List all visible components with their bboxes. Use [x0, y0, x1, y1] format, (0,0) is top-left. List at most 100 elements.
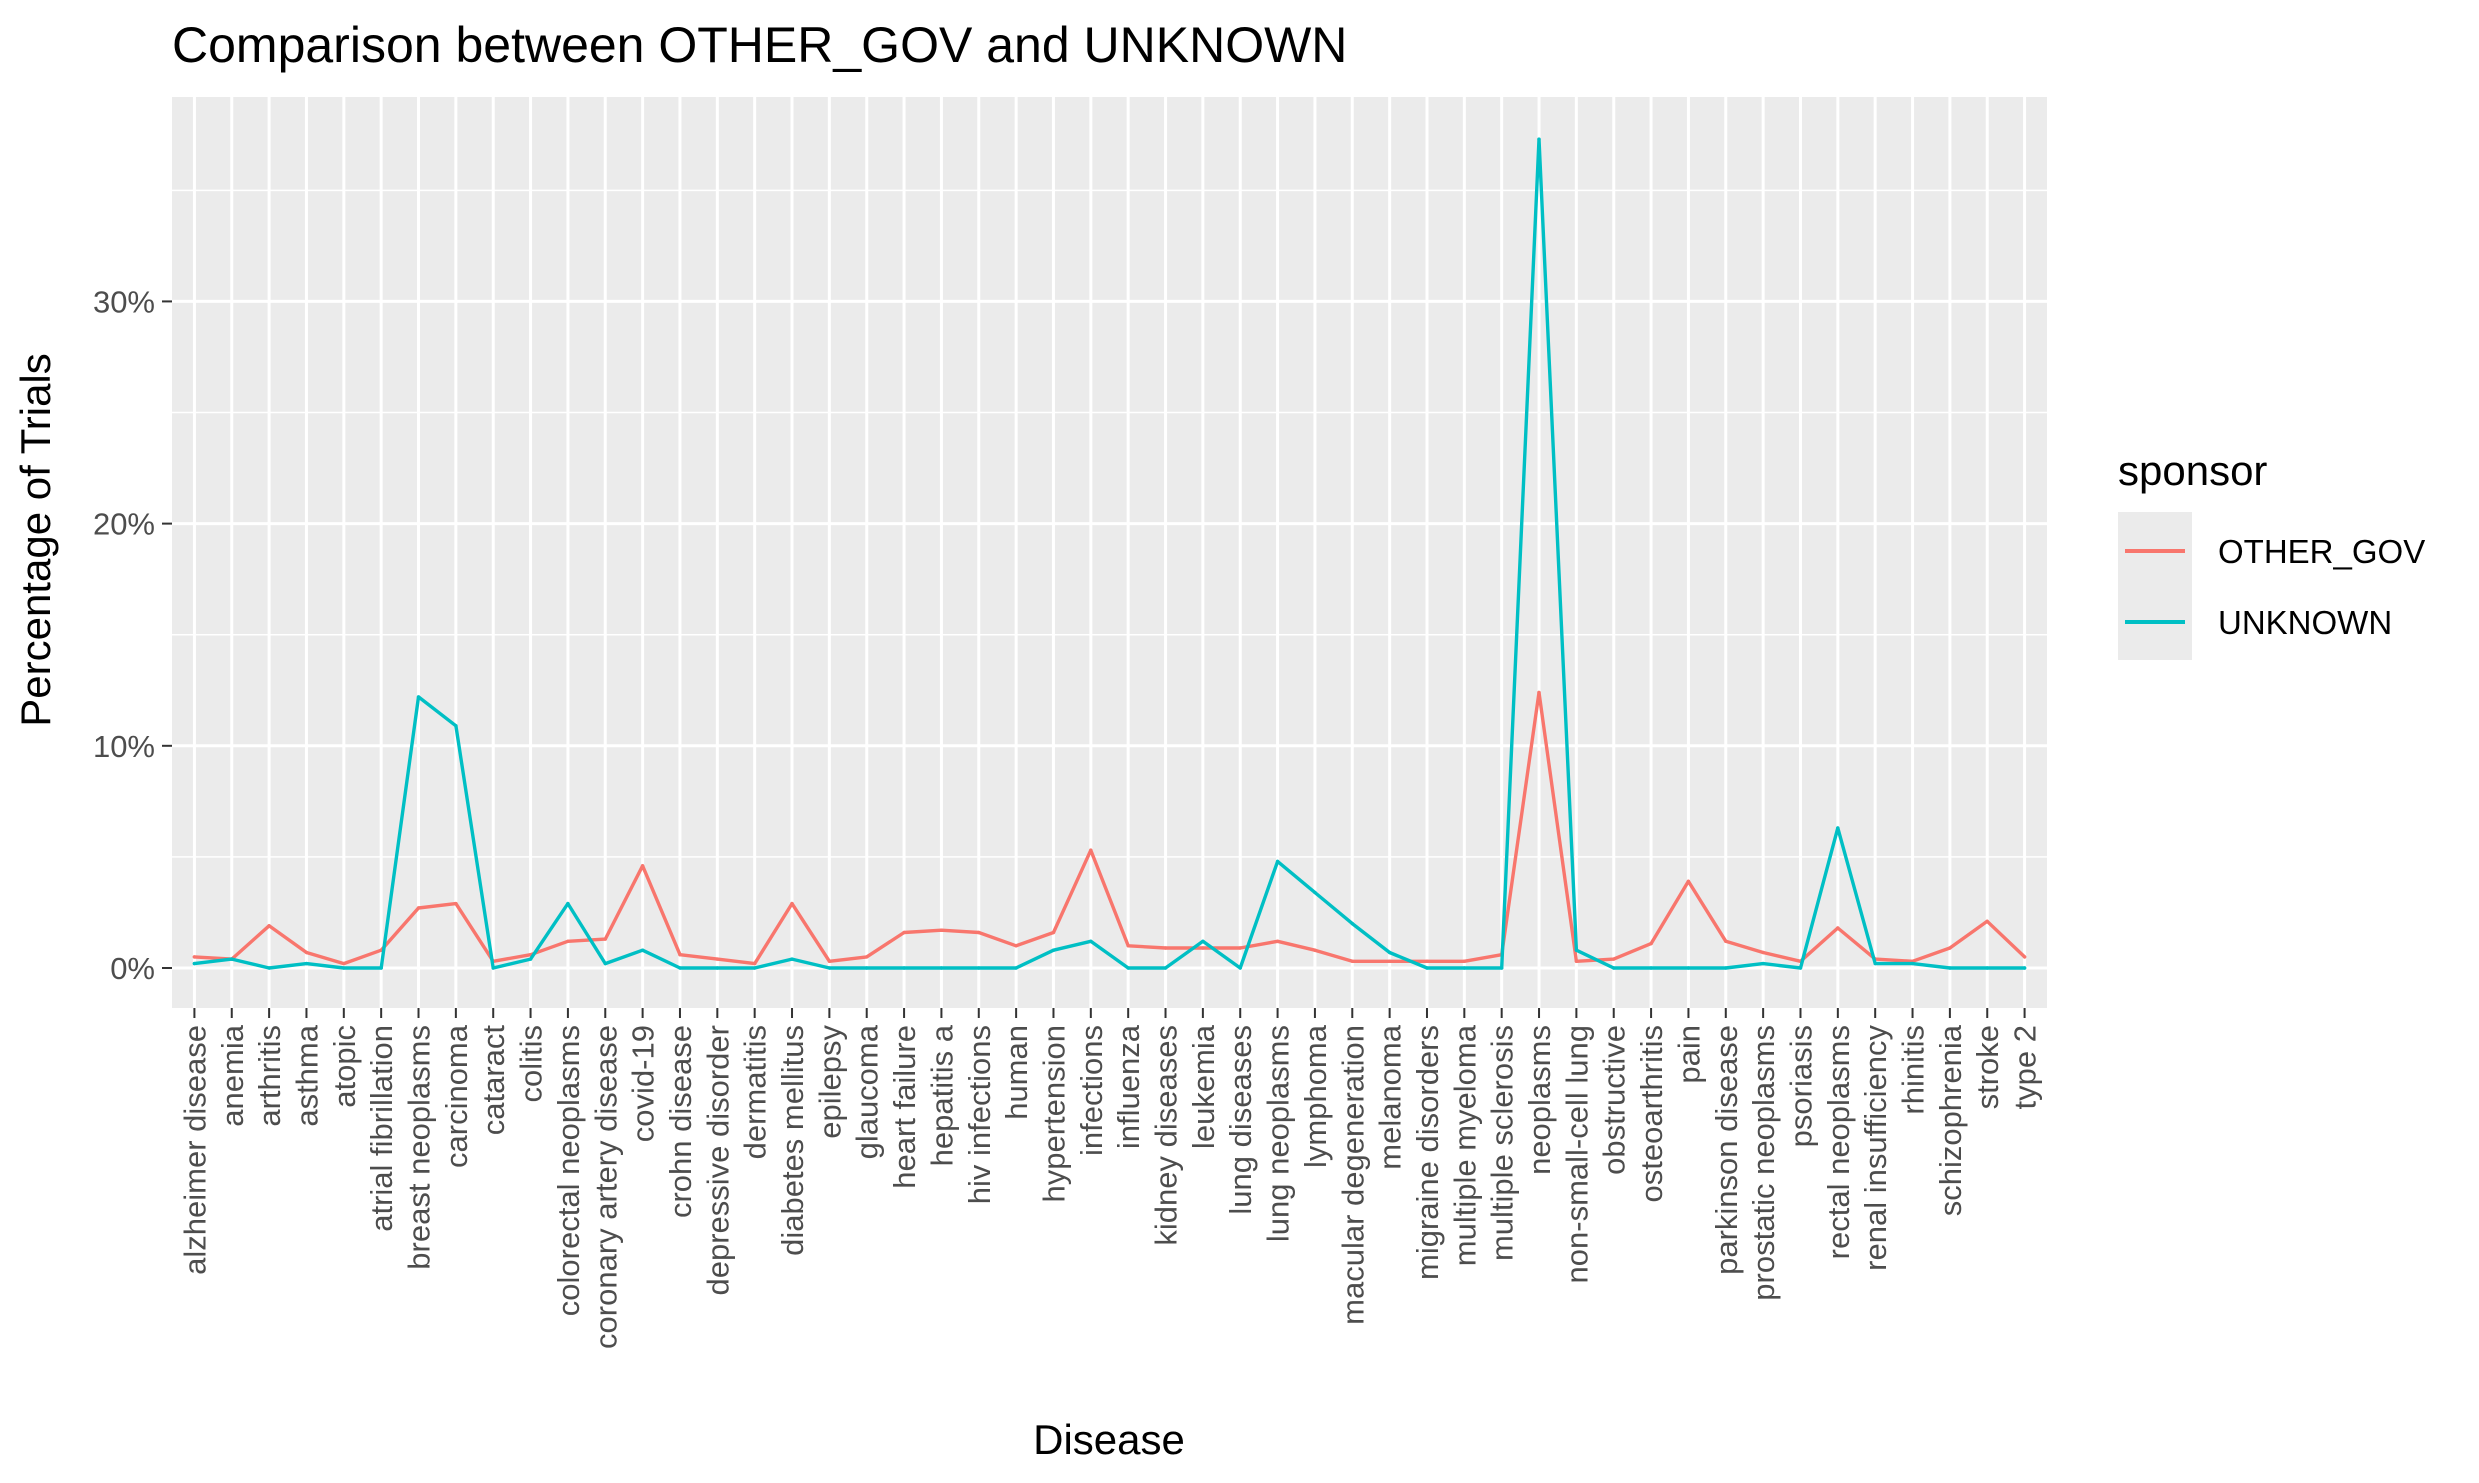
data-point [1238, 966, 1242, 970]
series-line-other-gov [192, 690, 2027, 966]
x-tick-label: carcinoma [439, 1024, 474, 1168]
data-point [1649, 966, 1653, 970]
chart-title: Comparison between OTHER_GOV and UNKNOWN [172, 17, 1347, 73]
x-tick-label: dermatitis [738, 1025, 773, 1159]
data-point [640, 948, 645, 952]
x-tick-label: pain [1671, 1025, 1706, 1084]
x-tick-label: asthma [290, 1024, 325, 1126]
data-point [2022, 966, 2027, 970]
x-axis-title: Disease [1033, 1416, 1185, 1463]
data-point [528, 957, 533, 961]
data-point [1500, 966, 1504, 970]
y-tick-label: 20% [93, 507, 155, 542]
x-tick-label: migraine disorders [1410, 1025, 1445, 1280]
data-point [1836, 926, 1840, 930]
x-tick-label: influenza [1111, 1024, 1146, 1149]
data-point [1014, 966, 1018, 970]
x-tick-label: crohn disease [663, 1025, 698, 1218]
x-tick-label: atopic [327, 1025, 362, 1108]
data-point [1836, 826, 1840, 830]
y-axis-title: Percentage of Trials [12, 353, 59, 727]
data-point [1761, 961, 1765, 966]
x-tick-label: atrial fibrillation [364, 1025, 399, 1232]
data-point [939, 966, 944, 970]
data-point [1163, 946, 1168, 950]
data-point [1126, 966, 1130, 970]
data-point [865, 955, 869, 959]
data-point [1238, 946, 1242, 950]
data-point [715, 957, 719, 961]
x-tick-label: macular degeneration [1335, 1025, 1370, 1325]
data-point [1612, 966, 1616, 970]
x-tick-label: psoriasis [1784, 1025, 1819, 1147]
x-tick-label: rectal neoplasms [1821, 1025, 1856, 1259]
x-tick-label: multiple myeloma [1447, 1024, 1482, 1266]
data-point [1275, 859, 1280, 864]
data-point [753, 961, 757, 966]
legend-title: sponsor [2118, 447, 2267, 494]
x-tick-label: anemia [215, 1024, 250, 1126]
y-tick-label: 30% [93, 284, 155, 319]
data-point [902, 966, 906, 970]
data-point [1313, 948, 1317, 952]
data-point [1163, 966, 1168, 970]
data-point [230, 957, 234, 961]
data-point [454, 724, 458, 728]
x-tick-label: diabetes mellitus [775, 1025, 810, 1256]
data-point [1462, 966, 1467, 970]
x-tick-label: stroke [1970, 1025, 2005, 1109]
data-point [454, 901, 458, 906]
x-tick-label: alzheimer disease [177, 1025, 212, 1275]
x-tick-label: hiv infections [962, 1025, 997, 1204]
data-point [1612, 957, 1616, 961]
data-point [715, 966, 719, 970]
data-point [902, 930, 906, 935]
plot-panel [172, 97, 2047, 1008]
data-point [1313, 890, 1317, 895]
x-axis: alzheimer disease anemia arthritis asthma at… [177, 1008, 2043, 1349]
data-point [1089, 848, 1093, 852]
data-point [790, 901, 794, 906]
data-point [192, 955, 197, 959]
data-point [1051, 948, 1056, 952]
data-point [1574, 948, 1579, 952]
x-tick-label: rhinitis [1896, 1025, 1931, 1115]
x-tick-label: obstructive [1597, 1025, 1632, 1175]
data-point [342, 966, 346, 970]
data-point [342, 961, 346, 966]
y-tick-label: 0% [110, 951, 155, 986]
data-point [1425, 959, 1429, 963]
data-point [1649, 941, 1653, 946]
data-point [678, 953, 682, 957]
data-point [416, 695, 421, 699]
data-point [304, 950, 309, 955]
x-tick-label: covid-19 [626, 1025, 661, 1142]
data-point [1910, 961, 1915, 966]
x-tick-label: colitis [514, 1025, 549, 1103]
data-point [1537, 690, 1541, 695]
data-point [1201, 946, 1205, 950]
x-tick-label: coronary artery disease [588, 1025, 623, 1349]
x-tick-label: renal insufficiency [1858, 1025, 1893, 1271]
legend-label-unknown: UNKNOWN [2218, 604, 2392, 641]
data-point [1350, 921, 1355, 926]
data-point [267, 966, 271, 970]
x-tick-label: osteoarthritis [1634, 1025, 1669, 1202]
data-point [192, 961, 197, 966]
x-tick-label: cataract [476, 1025, 511, 1136]
data-point [603, 961, 607, 966]
x-tick-label: hepatitis a [924, 1024, 959, 1166]
data-point [977, 966, 981, 970]
data-point [1014, 944, 1018, 948]
x-tick-label: leukemia [1186, 1024, 1221, 1149]
data-point [790, 957, 794, 961]
data-point [865, 966, 869, 970]
x-tick-label: neoplasms [1522, 1025, 1557, 1175]
data-point [1724, 966, 1728, 970]
data-point [1574, 959, 1579, 963]
data-point [827, 966, 832, 970]
data-point [977, 930, 981, 935]
data-point [1761, 950, 1765, 955]
data-point [1387, 950, 1392, 955]
data-point [267, 924, 271, 928]
